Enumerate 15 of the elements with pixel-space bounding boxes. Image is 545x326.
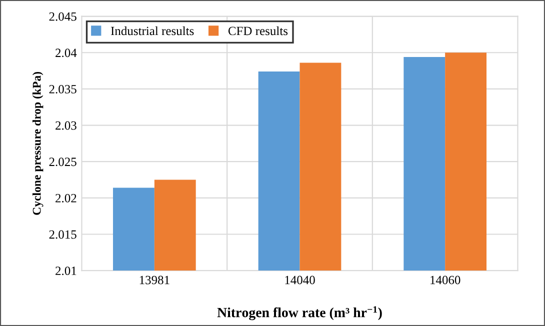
x-tick-label: 13981	[140, 276, 170, 284]
y-tick-label: 2.035	[49, 84, 76, 94]
y-tick-label: 2.01	[56, 266, 76, 276]
y-tick-label: 2.03	[56, 121, 76, 130]
legend-label: Industrial results	[110, 26, 194, 36]
y-axis-title: Cyclone pressure drop (kPa)	[32, 72, 44, 215]
legend-label: CFD results	[228, 26, 288, 36]
x-tick-label: 14060	[430, 276, 460, 284]
x-tick-label: 14040	[285, 276, 315, 284]
y-tick-label: 2.04	[56, 48, 77, 58]
y-tick-label: 2.025	[49, 158, 76, 166]
y-tick-label: 2.045	[49, 12, 76, 21]
y-tick-label: 2.015	[49, 230, 76, 239]
x-axis-title: Nitrogen flow rate (m³ hr$^{−1}$)	[217, 306, 382, 320]
y-tick-label: 2.02	[56, 194, 76, 202]
